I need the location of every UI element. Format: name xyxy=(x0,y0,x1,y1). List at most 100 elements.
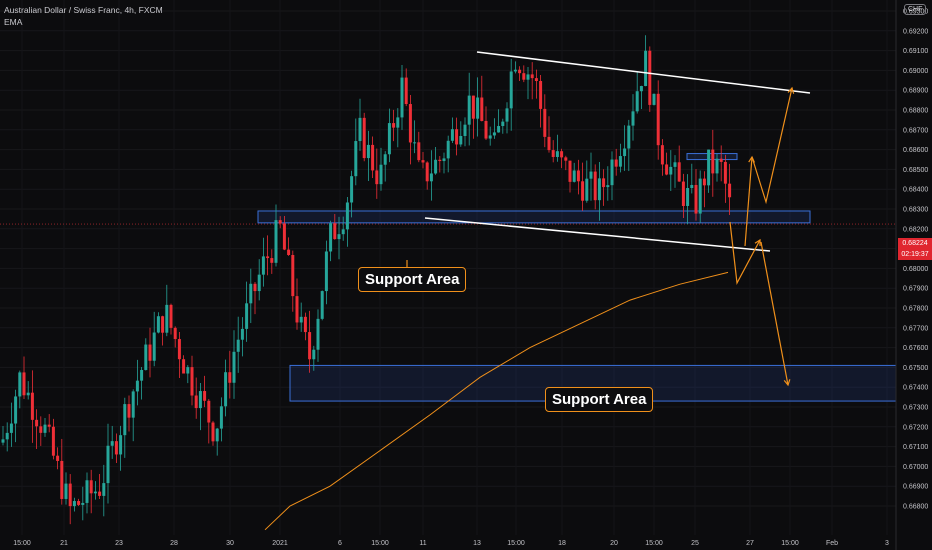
candle-bull xyxy=(1,439,5,443)
candle-bear xyxy=(593,171,597,201)
candle-bull xyxy=(358,117,362,142)
time-tick-label: 15:00 xyxy=(507,540,525,547)
candle-bear xyxy=(728,183,732,198)
price-tick-label: 0.68700 xyxy=(903,127,928,134)
candle-bear xyxy=(656,93,660,146)
candle-bull xyxy=(707,149,711,186)
candle-bull xyxy=(450,129,454,141)
candle-bull xyxy=(299,316,303,323)
price-tick-label: 0.66800 xyxy=(903,504,928,511)
candle-bear xyxy=(547,136,551,151)
candle-bear xyxy=(127,404,131,418)
candle-bear xyxy=(270,258,274,263)
candle-bear xyxy=(665,164,669,175)
candle-bear xyxy=(77,501,81,505)
candle-bull xyxy=(715,158,719,174)
time-tick-label: 6 xyxy=(338,540,342,547)
candle-bull xyxy=(165,304,169,333)
time-tick-label: 21 xyxy=(60,540,68,547)
candle-bear xyxy=(190,367,194,396)
candle-bull xyxy=(14,396,18,424)
candle-bull xyxy=(446,140,450,159)
candle-bull xyxy=(585,178,589,201)
candle-bear xyxy=(560,151,564,158)
candle-bear xyxy=(148,344,152,361)
candle-bear xyxy=(333,223,337,240)
candle-bear xyxy=(568,160,572,182)
countdown-tag: 02:19:37 xyxy=(898,249,932,260)
candle-bull xyxy=(631,111,635,126)
candle-bear xyxy=(253,283,257,292)
ema-series-line xyxy=(264,271,729,531)
candle-bull xyxy=(274,220,278,263)
support-zone xyxy=(257,210,811,224)
time-tick-label: 25 xyxy=(691,540,699,547)
candle-bear xyxy=(287,249,291,255)
drawings xyxy=(406,51,811,387)
projection-bounce-head xyxy=(754,238,761,247)
candle-bear xyxy=(543,108,547,137)
candle-bull xyxy=(219,406,223,429)
candle-bull xyxy=(589,171,593,179)
candle-bull xyxy=(526,74,530,80)
ema-line xyxy=(264,271,729,531)
time-tick-label: 27 xyxy=(746,540,754,547)
time-tick-label: 20 xyxy=(610,540,618,547)
projection-down-target-head xyxy=(783,379,791,387)
candle-bull xyxy=(144,344,148,370)
price-tick-label: 0.68000 xyxy=(903,266,928,273)
price-tick-label: 0.67200 xyxy=(903,424,928,431)
candle-bull xyxy=(627,125,631,149)
candle-bear xyxy=(371,144,375,171)
candle-bear xyxy=(408,104,412,143)
candle-bear xyxy=(417,142,421,161)
lower-trendline xyxy=(424,217,771,252)
candle-bull xyxy=(463,124,467,137)
candle-bear xyxy=(308,332,312,360)
candle-bear xyxy=(392,123,396,128)
candle-bear xyxy=(581,181,585,201)
candle-bull xyxy=(249,283,253,304)
time-axis[interactable]: 15:00 21 23 28 30 2021 6 15:00 11 13 15:00 18 20 15:0… xyxy=(13,540,889,547)
candle-bull xyxy=(492,132,496,136)
candle-bear xyxy=(266,256,270,259)
time-tick-label: 2021 xyxy=(272,540,288,547)
symbol-title[interactable]: Australian Dollar / Swiss Franc, 4h, FXC… xyxy=(4,5,163,15)
candle-bear xyxy=(51,426,55,456)
candle-bull xyxy=(497,126,501,133)
candle-bear xyxy=(177,339,181,360)
candle-bear xyxy=(455,129,459,145)
price-tick-label: 0.68400 xyxy=(903,187,928,194)
candle-bull xyxy=(509,71,513,109)
price-axis[interactable]: 0.69300 0.69200 0.69100 0.69000 0.68900 0.688… xyxy=(903,9,928,511)
candle-bull xyxy=(396,117,400,128)
indicator-label[interactable]: EMA xyxy=(4,17,23,27)
candle-bear xyxy=(39,426,43,433)
candle-bear xyxy=(702,178,706,186)
time-tick-label: 15:00 xyxy=(13,540,31,547)
candle-bear xyxy=(203,391,207,401)
candle-bear xyxy=(161,316,165,333)
price-tick-label: 0.69200 xyxy=(903,28,928,35)
candle-bull xyxy=(555,151,559,157)
time-tick-label: Feb xyxy=(826,540,838,547)
candle-bull xyxy=(240,328,244,340)
candle-bull xyxy=(686,188,690,206)
price-tick-label: 0.68200 xyxy=(903,226,928,233)
candle-bear xyxy=(22,372,26,396)
candle-bear xyxy=(89,480,93,494)
price-tick-label: 0.67700 xyxy=(903,325,928,332)
candle-bull xyxy=(102,483,106,496)
currency-button[interactable]: CHF xyxy=(904,4,927,15)
candle-bear xyxy=(551,150,555,157)
candle-bull xyxy=(476,97,480,119)
candle-bull xyxy=(236,339,240,352)
candle-bull xyxy=(123,404,127,436)
candle-bear xyxy=(677,162,681,182)
candle-bull xyxy=(505,108,509,122)
candle-bull xyxy=(316,318,320,350)
candle-bear xyxy=(534,78,538,82)
candle-bull xyxy=(9,423,13,433)
candle-bear xyxy=(522,73,526,80)
